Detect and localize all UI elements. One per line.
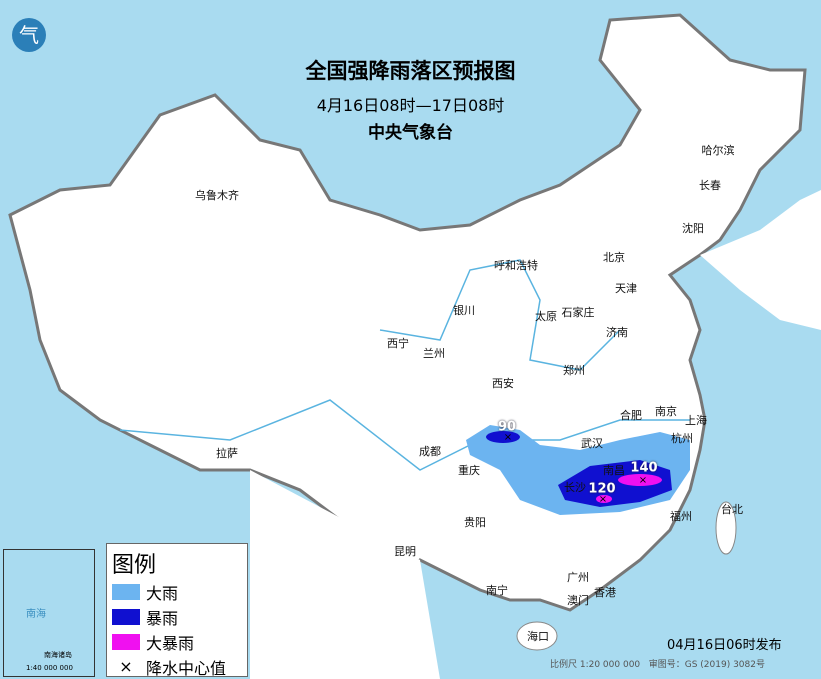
rain-value: 120	[588, 481, 616, 497]
rain-center-symbol: ×	[119, 657, 133, 676]
city-label: 南昌	[603, 464, 625, 477]
city-label: 乌鲁木齐	[195, 189, 239, 202]
rain-center-marker: ×	[639, 475, 647, 486]
city-label: 广州	[567, 571, 589, 584]
city-label: 南宁	[486, 584, 508, 597]
rainstorm-area-west	[486, 431, 520, 443]
organization: 中央气象台	[368, 123, 453, 143]
city-label: 澳门	[567, 594, 589, 607]
city-label: 南京	[655, 405, 677, 418]
city-label: 西安	[492, 377, 514, 390]
city-label: 长沙	[564, 481, 586, 494]
yangtze-river	[119, 399, 690, 471]
forecast-period: 4月16日08时—17日08时	[316, 96, 505, 115]
city-label: 上海	[685, 414, 707, 427]
rainstorm-area	[558, 460, 672, 507]
review-number: 审图号：GS (2019) 3082号	[648, 660, 765, 670]
city-label: 沈阳	[682, 222, 704, 235]
korea-japan-region	[700, 190, 821, 330]
rainstorm-swatch	[112, 608, 140, 625]
legend-item: 大暴雨	[112, 629, 247, 654]
heavy-rainstorm-swatch	[112, 633, 140, 650]
city-label: 天津	[615, 282, 637, 295]
city-label: 石家庄	[561, 306, 595, 319]
inset-islands-label: 南海诸岛	[44, 651, 72, 659]
city-label: 北京	[603, 251, 625, 264]
cma-logo: 气	[12, 18, 46, 52]
city-label: 昆明	[394, 545, 416, 558]
legend-label: 大雨	[146, 583, 179, 603]
city-label: 长春	[699, 179, 721, 192]
city-label: 贵阳	[464, 516, 486, 529]
city-label: 拉萨	[216, 447, 238, 460]
yellow-river	[379, 259, 621, 371]
legend-item: 暴雨	[112, 604, 247, 629]
heavy-rainstorm-area-small	[596, 495, 612, 503]
rain-center-marker: ×	[599, 494, 607, 505]
legend-item: 大雨	[112, 579, 247, 604]
neighbor-land-south	[250, 470, 440, 679]
city-label: 海口	[527, 630, 549, 643]
publish-time: 04月16日06时发布	[667, 638, 782, 653]
south-china-sea-inset: 南海 南海诸岛 1:40 000 000	[3, 549, 95, 677]
legend-label: 大暴雨	[146, 633, 195, 653]
legend-label: 暴雨	[146, 608, 179, 628]
city-label: 西宁	[387, 337, 409, 350]
city-label: 香港	[594, 586, 616, 599]
taiwan-island	[715, 501, 737, 555]
city-label: 重庆	[458, 464, 480, 477]
map-title: 全国强降雨落区预报图	[305, 59, 516, 83]
city-label: 合肥	[620, 409, 642, 422]
rain-center-marker: ×	[504, 432, 512, 443]
city-label: 武汉	[581, 437, 603, 450]
city-label: 太原	[535, 310, 557, 323]
inset-sea-label: 南海	[26, 609, 46, 620]
city-label: 台北	[721, 503, 743, 516]
city-label: 呼和浩特	[494, 259, 538, 272]
inset-scale: 1:40 000 000	[26, 664, 73, 672]
city-label: 福州	[670, 510, 692, 523]
city-label: 兰州	[423, 347, 445, 360]
city-label: 杭州	[671, 432, 693, 445]
rain-value: 140	[630, 460, 658, 476]
scale-text: 比例尺 1:20 000 000	[550, 660, 641, 670]
heavy-rain-swatch	[112, 583, 140, 600]
city-label: 济南	[606, 326, 628, 339]
hainan-island	[516, 621, 558, 651]
heavy-rainstorm-area	[618, 474, 662, 486]
legend-label: 降水中心值	[146, 658, 227, 678]
rain-value: 90	[497, 419, 517, 435]
scale-and-review: 比例尺 1:20 000 000 审图号：GS (2019) 3082号	[550, 657, 765, 670]
legend-title: 图例	[112, 553, 157, 578]
legend: 图例 大雨 暴雨 大暴雨 × 降水中心值	[106, 543, 248, 679]
city-label: 成都	[419, 445, 441, 458]
city-label: 哈尔滨	[701, 144, 735, 157]
legend-item: × 降水中心值	[112, 654, 247, 679]
city-label: 银川	[453, 304, 475, 317]
city-label: 郑州	[563, 364, 585, 377]
